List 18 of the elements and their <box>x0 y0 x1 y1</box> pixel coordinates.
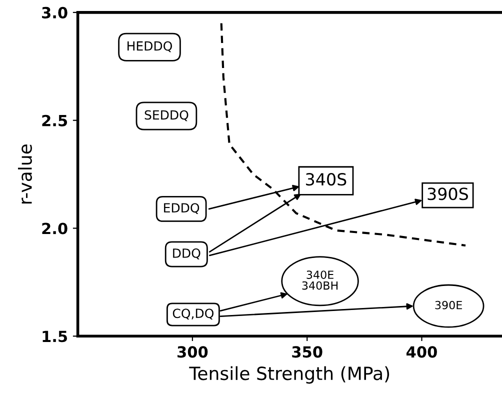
annotation: EDDQ <box>164 203 200 214</box>
annotation: 340E 340BH <box>302 270 338 290</box>
x-axis-title: Tensile Strength (MPa) <box>189 366 390 384</box>
annotation: 340S <box>306 173 346 186</box>
y-tick-label: 1.5 <box>42 330 68 342</box>
y-axis-title: r-value <box>18 144 32 204</box>
y-tick-label: 2.5 <box>42 114 68 126</box>
y-tick-label: 3.0 <box>42 6 68 18</box>
annotation: DDQ <box>173 248 200 260</box>
x-tick-label: 300 <box>178 346 208 358</box>
annotation: 390E <box>435 300 462 310</box>
annotation: 390S <box>428 188 468 200</box>
annotation: HEDDQ <box>128 41 172 52</box>
y-tick-label: 2.0 <box>42 222 68 234</box>
x-tick-label: 350 <box>292 346 322 358</box>
x-tick-label: 400 <box>406 346 437 358</box>
annotation: CQ,DQ <box>172 308 214 320</box>
annotation: SEDDQ <box>144 110 188 122</box>
